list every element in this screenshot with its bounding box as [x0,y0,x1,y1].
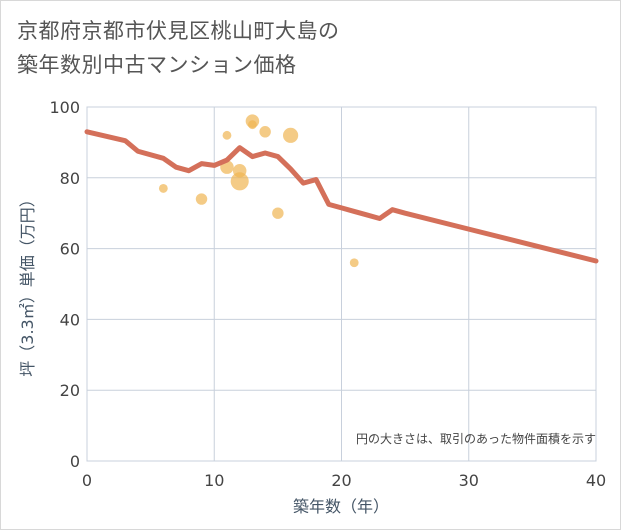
y-tick-label: 40 [60,310,80,329]
chart-title: 京都府京都市伏見区桃山町大島の 築年数別中古マンション価格 [17,14,340,82]
data-bubble [158,184,168,193]
data-bubble [230,172,249,191]
y-tick-label: 100 [49,98,80,117]
x-tick-label: 30 [459,471,479,490]
y-axis-title: 坪（3.3㎡）単価（万円） [18,191,37,376]
bubble-layer [158,114,359,268]
chart-title-line-2: 築年数別中古マンション価格 [17,53,297,77]
data-bubble [283,127,299,143]
y-tick-label: 0 [70,452,80,471]
bubble-size-note: 円の大きさは、取引のあった物件面積を示す [356,431,596,446]
data-bubble [272,207,284,219]
data-bubble [248,120,257,130]
average-price-line [84,129,599,264]
y-tick-label: 60 [60,240,80,259]
y-tick-label: 80 [60,169,80,188]
data-bubble [349,258,359,268]
trend-line-layer [84,129,599,264]
data-bubble [259,126,271,138]
x-axis-title: 築年数（年） [293,497,389,516]
chart-title-line-1: 京都府京都市伏見区桃山町大島の [17,19,340,43]
x-tick-label: 40 [586,471,606,490]
data-bubble [195,193,208,205]
x-tick-label: 20 [331,471,351,490]
x-tick-label: 10 [204,471,224,490]
data-bubble [222,130,232,140]
x-tick-label: 0 [82,471,92,490]
tick-labels: 0 10 20 30 40 0 20 40 60 80 100 [49,98,606,490]
y-tick-label: 20 [60,381,80,400]
